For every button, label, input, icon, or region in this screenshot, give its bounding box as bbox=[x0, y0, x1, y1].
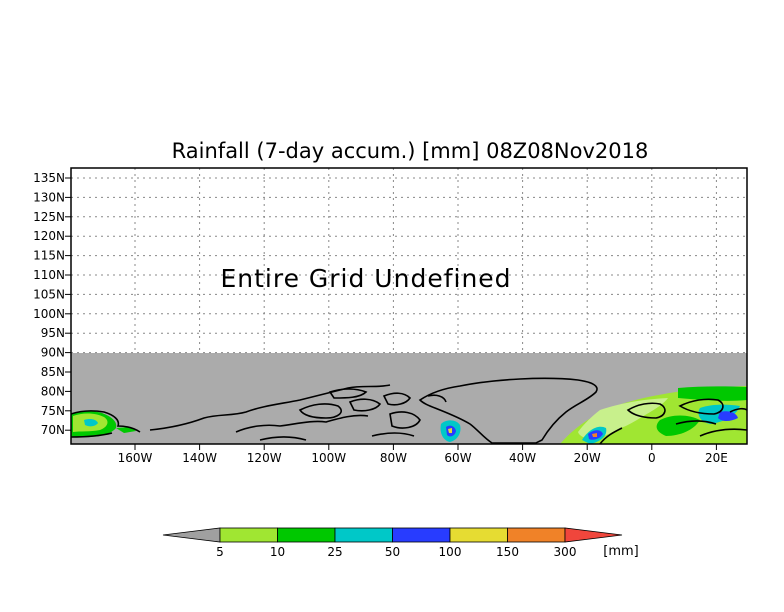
rainfall-patches bbox=[71, 386, 747, 444]
lon-label: 100W bbox=[311, 451, 346, 465]
map-frame bbox=[70, 167, 748, 445]
lat-label: 85N bbox=[41, 365, 65, 379]
chart-title: Rainfall (7-day accum.) [mm] 08Z08Nov201… bbox=[172, 139, 649, 163]
lat-label: 115N bbox=[33, 249, 65, 263]
map-panel: Entire Grid Undefined bbox=[70, 167, 748, 445]
lon-label: 80W bbox=[380, 451, 407, 465]
lat-label: 70N bbox=[41, 423, 65, 437]
undefined-message: Entire Grid Undefined bbox=[220, 264, 511, 293]
coastlines bbox=[70, 377, 748, 445]
colorbar-cell bbox=[449, 527, 508, 543]
lat-label: 100N bbox=[33, 307, 65, 321]
lon-label: 0 bbox=[648, 451, 656, 465]
lat-label: 105N bbox=[33, 287, 65, 301]
lon-label: 160W bbox=[118, 451, 153, 465]
lon-label: 40W bbox=[509, 451, 536, 465]
colorbar-cell bbox=[507, 527, 566, 543]
colorbar-cell bbox=[334, 527, 393, 543]
latitude-axis: 135N 130N 125N 120N 115N 110N 105N 100N 95N 90N 85… bbox=[33, 171, 71, 437]
colorbar-label: 100 bbox=[439, 545, 462, 559]
lon-label: 120W bbox=[247, 451, 282, 465]
lat-label: 90N bbox=[41, 346, 65, 360]
lat-label: 95N bbox=[41, 326, 65, 340]
colorbar-label: 5 bbox=[216, 545, 224, 559]
lon-label: 20E bbox=[705, 451, 728, 465]
lon-label: 60W bbox=[444, 451, 471, 465]
colorbar-label: 150 bbox=[496, 545, 519, 559]
grid-lines bbox=[71, 168, 747, 354]
colorbar: 5 10 25 50 100 150 300 [mm] bbox=[162, 527, 639, 559]
colorbar-cell bbox=[277, 527, 336, 543]
lat-label: 130N bbox=[33, 190, 65, 204]
lat-label: 75N bbox=[41, 404, 65, 418]
colorbar-unit: [mm] bbox=[603, 544, 638, 559]
colorbar-cell bbox=[392, 527, 451, 543]
colorbar-label: 10 bbox=[270, 545, 285, 559]
colorbar-label: 50 bbox=[385, 545, 400, 559]
lat-label: 125N bbox=[33, 210, 65, 224]
colorbar-label: 300 bbox=[554, 545, 577, 559]
lat-label: 120N bbox=[33, 229, 65, 243]
lat-label: 135N bbox=[33, 171, 65, 185]
colorbar-cell bbox=[162, 527, 221, 543]
colorbar-cell bbox=[564, 527, 623, 543]
lat-label: 80N bbox=[41, 384, 65, 398]
lon-label: 140W bbox=[182, 451, 217, 465]
lon-label: 20W bbox=[574, 451, 601, 465]
longitude-axis: 160W 140W 120W 100W 80W 60W 40W 20W 0 20E bbox=[118, 444, 728, 465]
lat-label: 110N bbox=[33, 268, 65, 282]
colorbar-cell bbox=[219, 527, 278, 543]
colorbar-label: 25 bbox=[327, 545, 342, 559]
